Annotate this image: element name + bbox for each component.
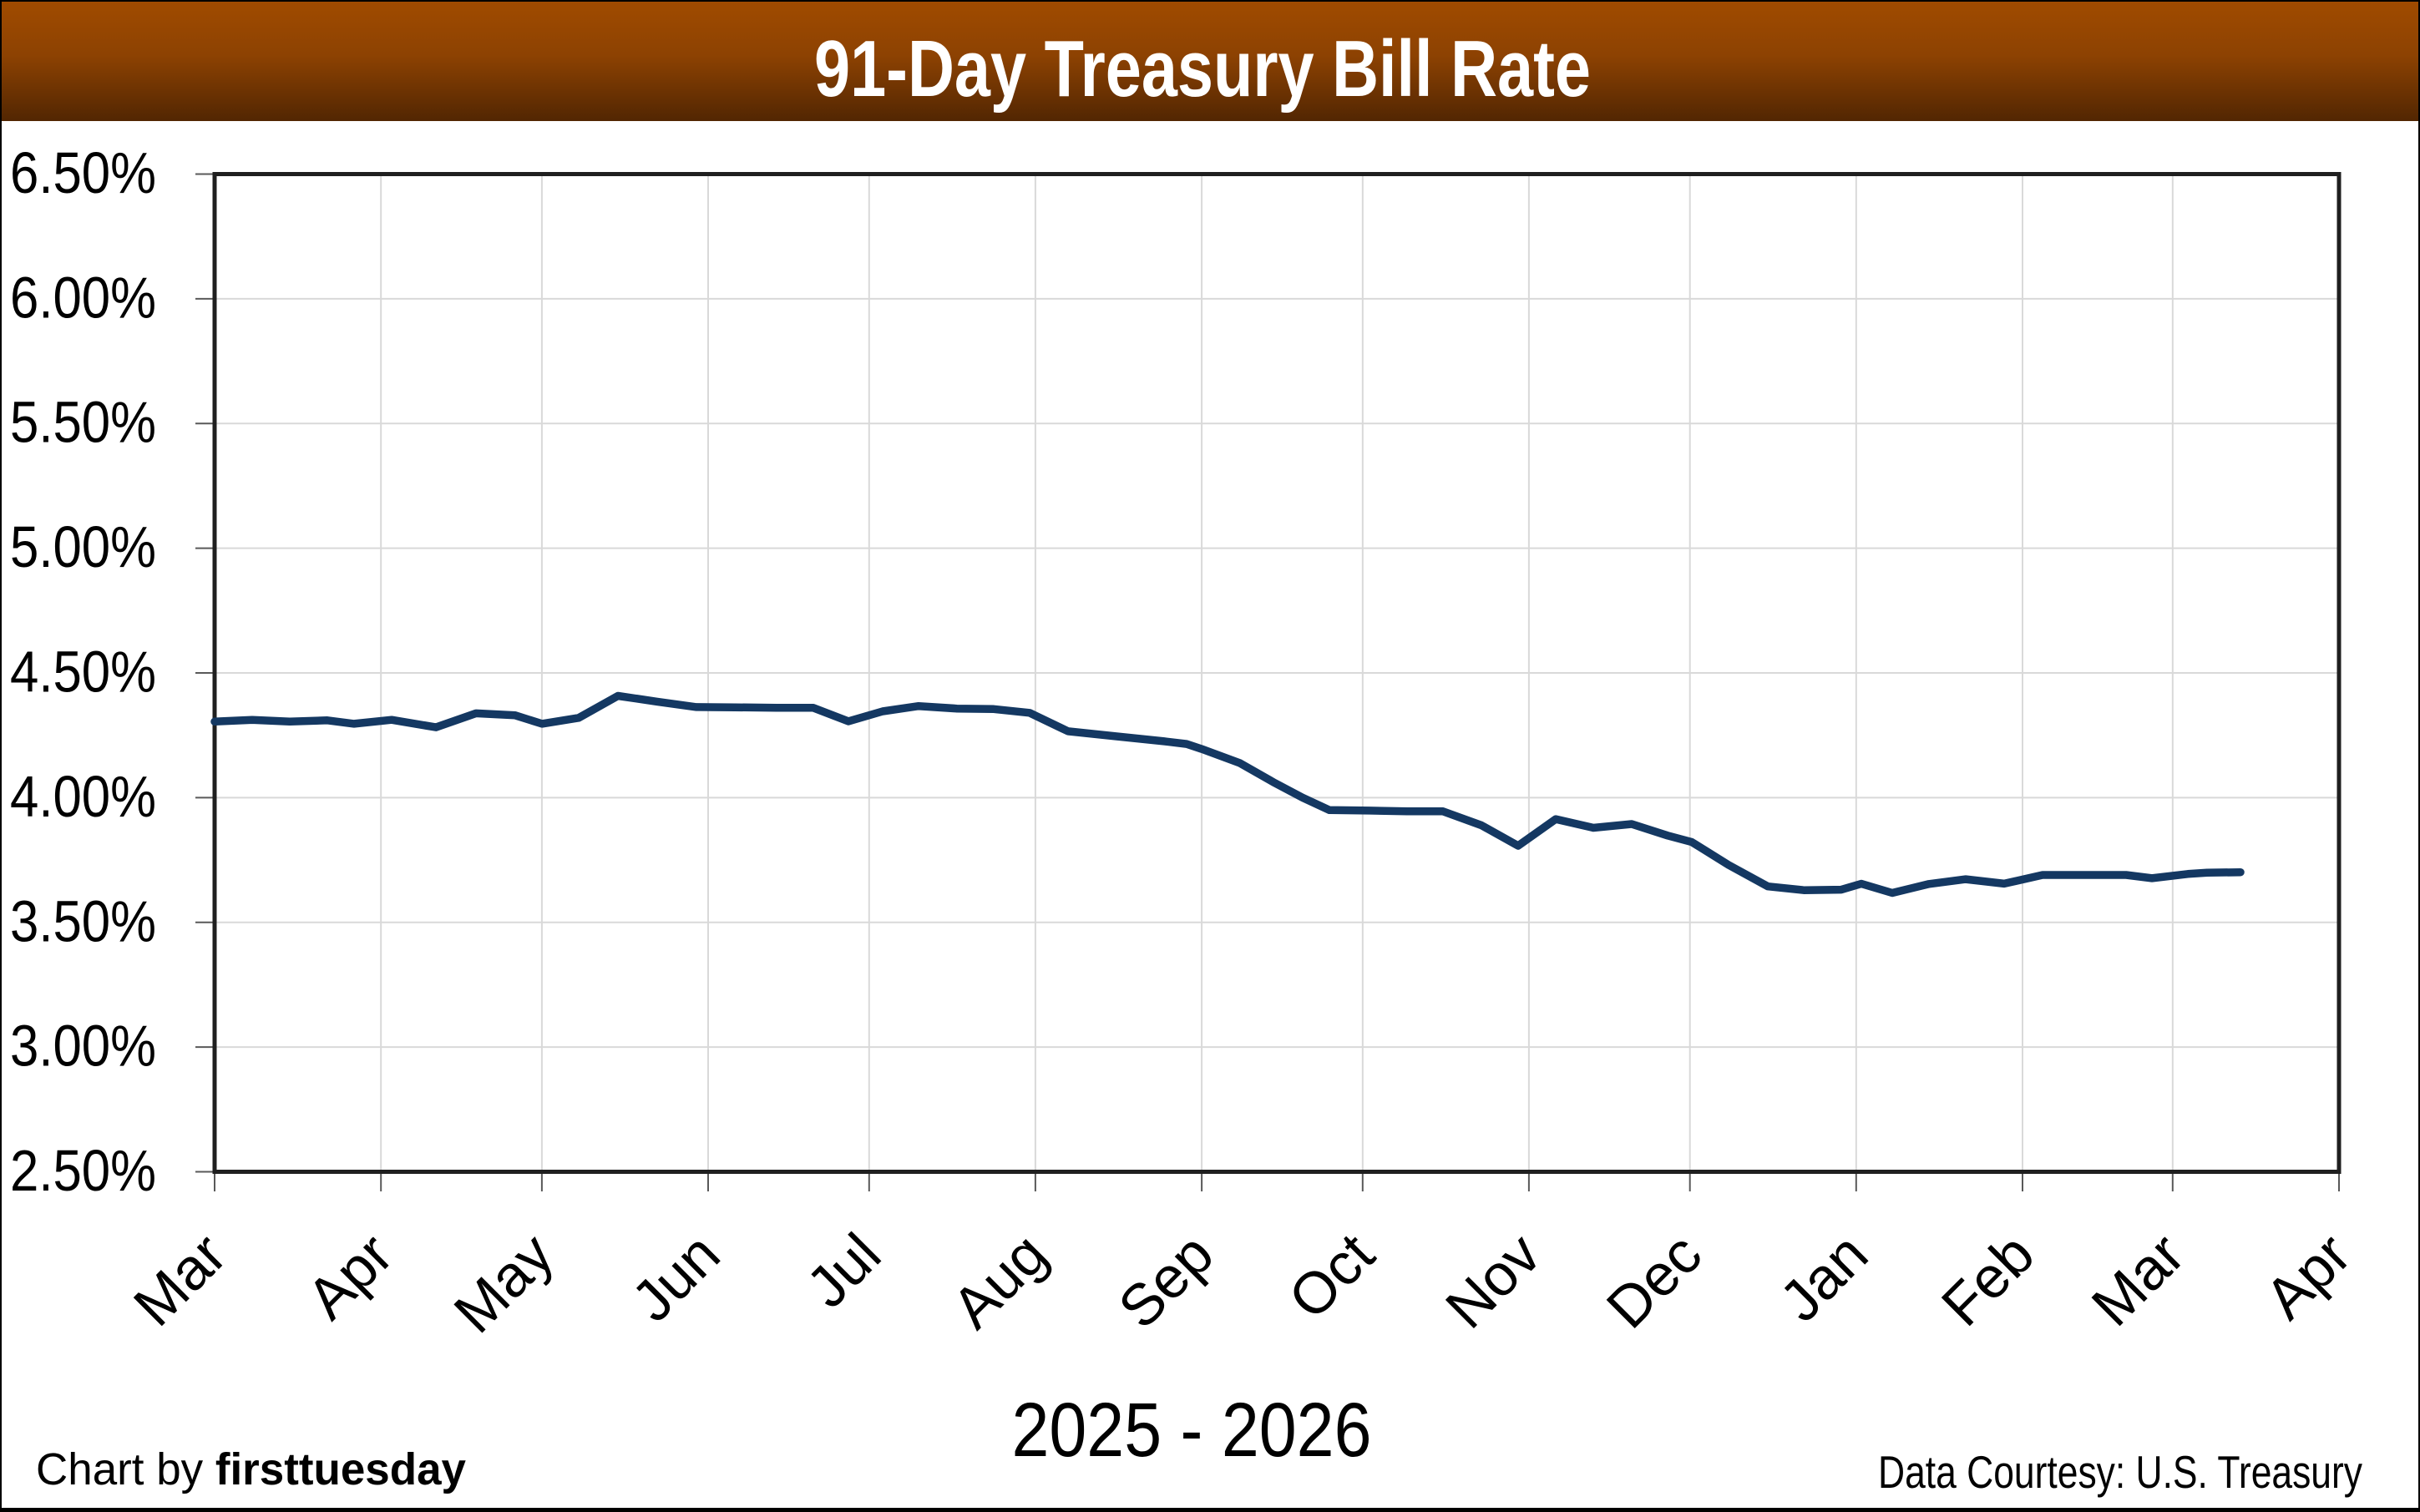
svg-text:5.00%: 5.00%: [10, 514, 156, 579]
svg-text:2025 - 2026: 2025 - 2026: [1012, 1388, 1372, 1473]
svg-text:6.00%: 6.00%: [10, 265, 156, 330]
svg-text:4.00%: 4.00%: [10, 764, 156, 829]
svg-text:4.50%: 4.50%: [10, 640, 156, 705]
svg-text:Chart by firsttuesday: Chart by firsttuesday: [36, 1444, 466, 1494]
svg-text:5.50%: 5.50%: [10, 390, 156, 455]
svg-text:Data Courtesy: U.S. Treasury: Data Courtesy: U.S. Treasury: [1878, 1446, 2362, 1498]
svg-text:6.50%: 6.50%: [10, 140, 156, 205]
svg-text:3.00%: 3.00%: [10, 1014, 156, 1079]
svg-text:2.50%: 2.50%: [10, 1138, 156, 1203]
svg-text:91-Day Treasury Bill Rate: 91-Day Treasury Bill Rate: [814, 24, 1591, 114]
svg-text:3.50%: 3.50%: [10, 888, 156, 953]
